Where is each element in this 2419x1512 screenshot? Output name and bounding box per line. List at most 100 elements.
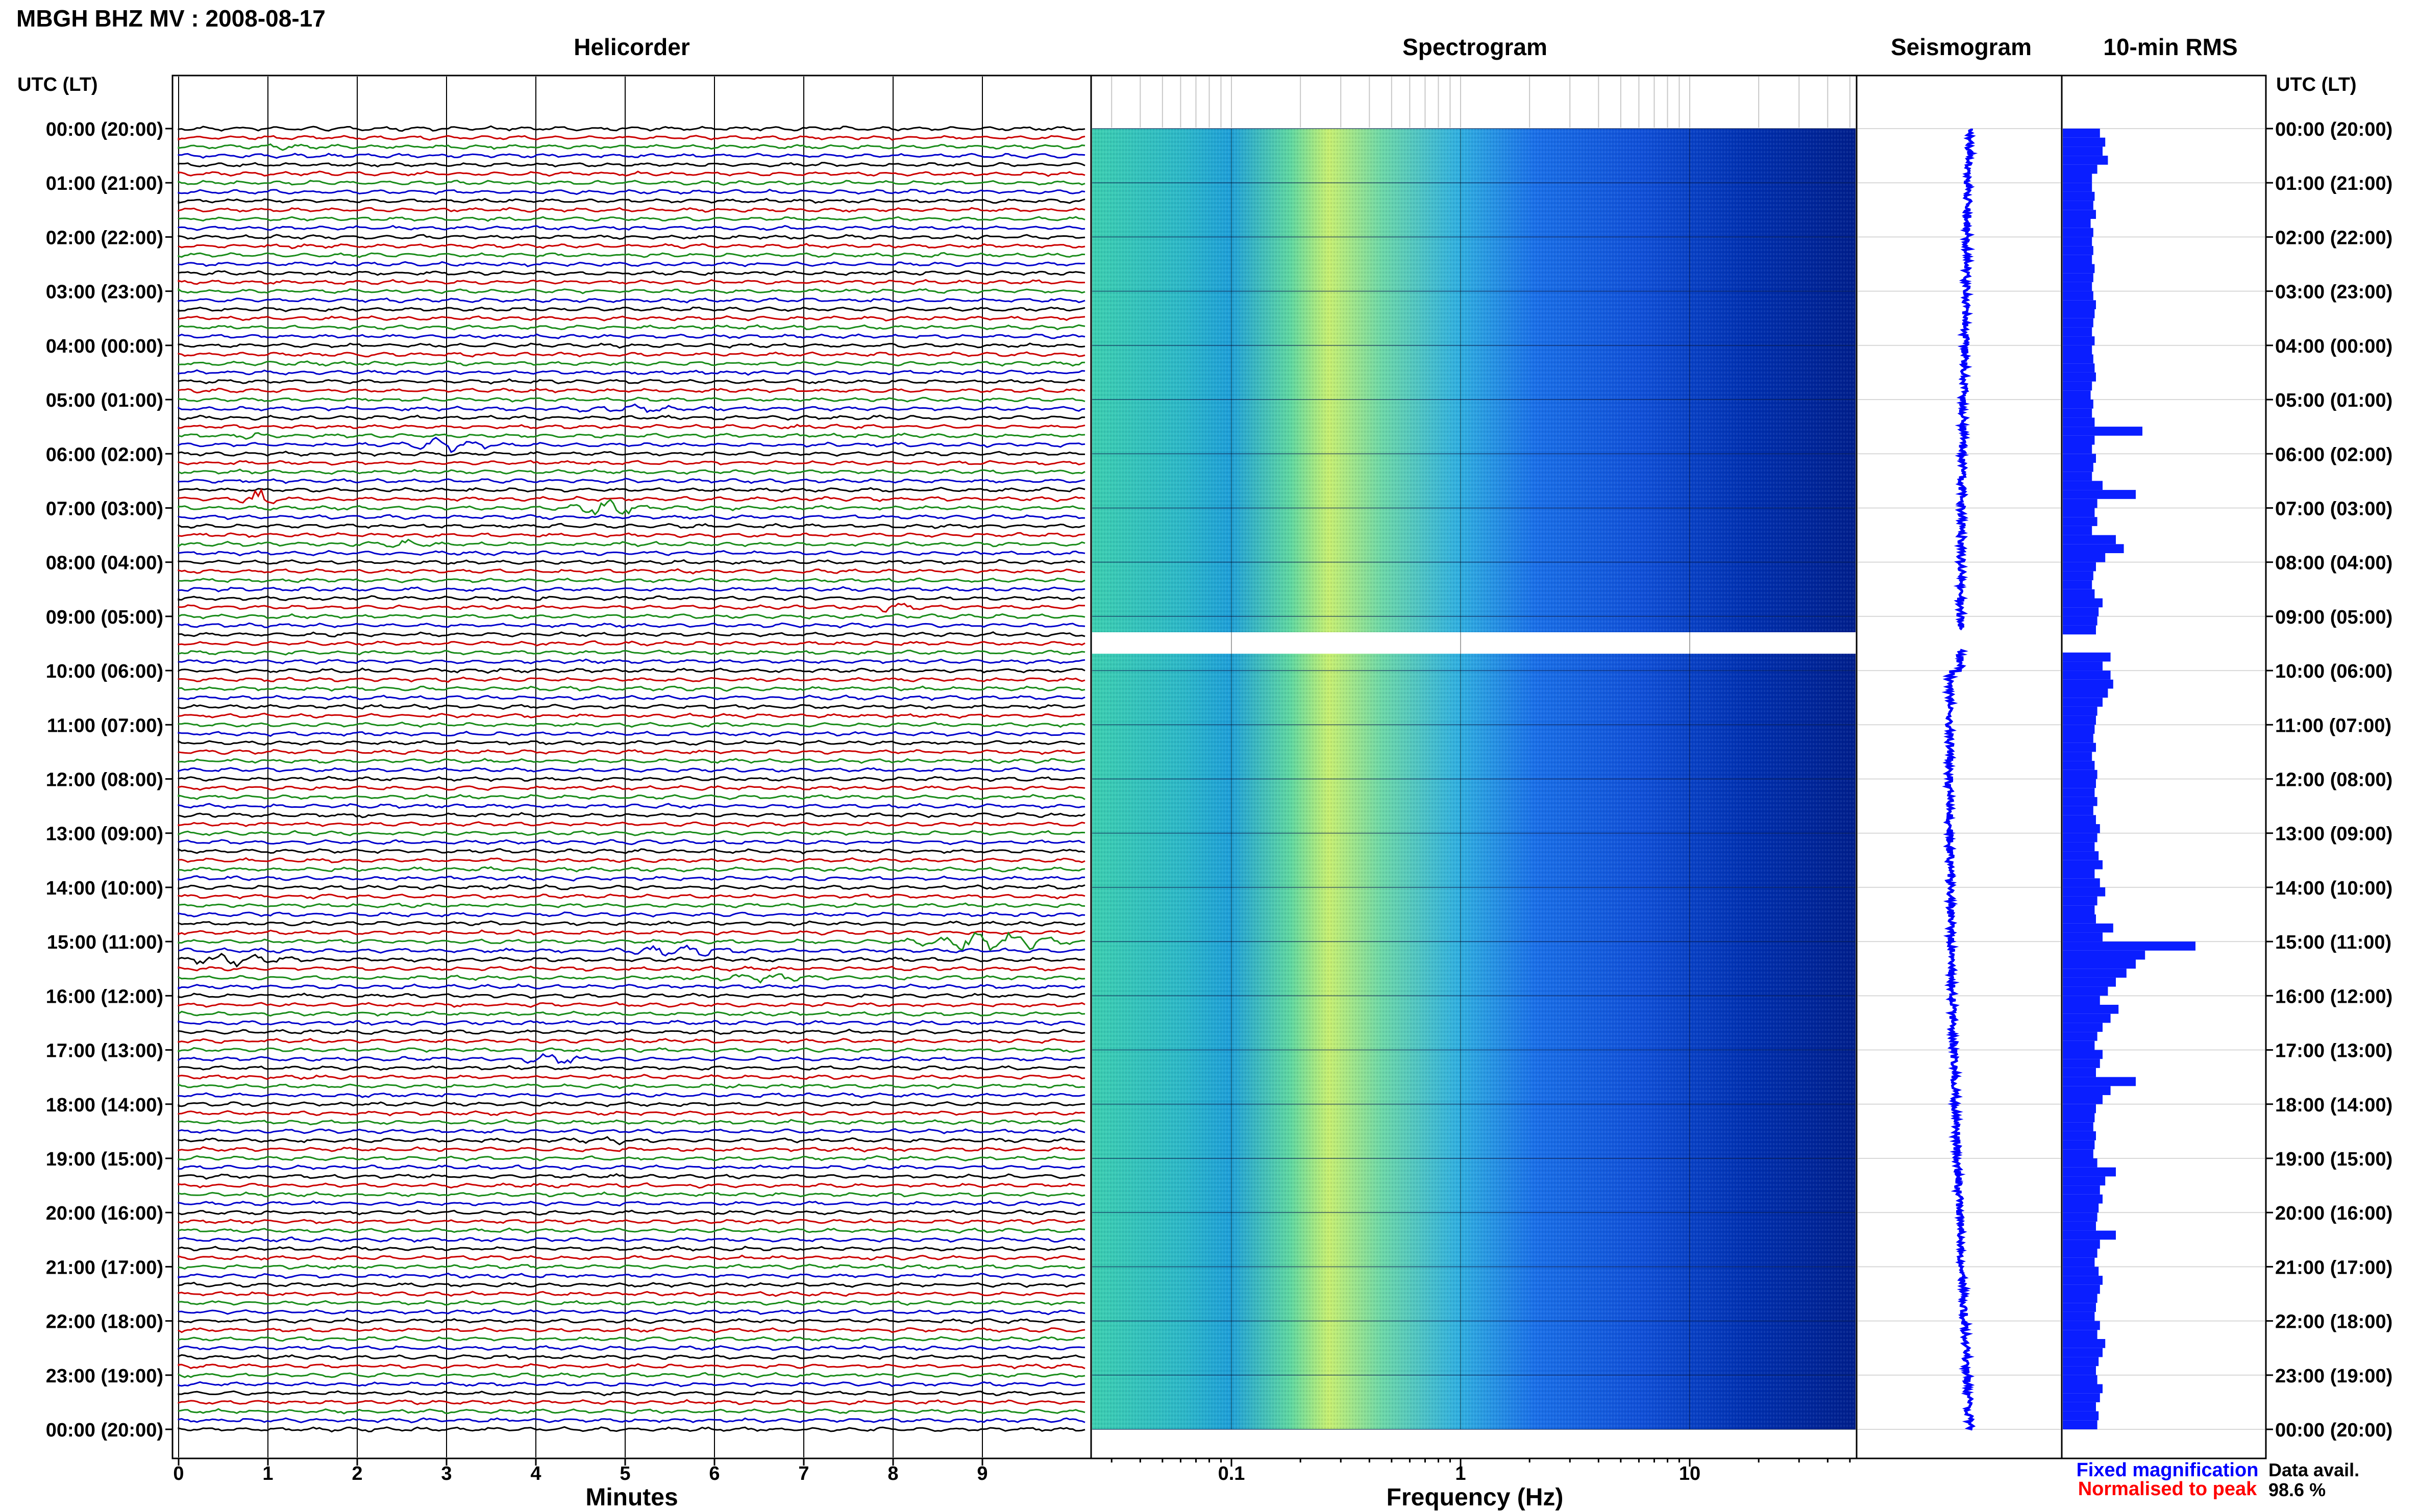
rms-bar — [2063, 1357, 2099, 1367]
time-tick-right: 03:00 (23:00) — [2275, 282, 2392, 303]
helicorder-trace-line — [178, 1110, 1085, 1117]
rms-bar — [2063, 228, 2093, 237]
helicorder-x-axis: 0 1 2 3 4 5 6 7 8 9 — [173, 1458, 988, 1484]
helicorder-trace-line — [178, 1074, 1085, 1080]
helicorder-trace-line — [178, 1281, 1085, 1288]
helicorder-trace-line — [178, 973, 1085, 984]
rms-bar — [2063, 291, 2093, 301]
helicorder-trace-line — [178, 499, 1085, 516]
rms-bar — [2063, 715, 2096, 725]
spectrogram-x-axis: 0.1 1 10 — [1110, 1458, 1851, 1484]
helicorder-frame — [171, 75, 1092, 1459]
rms-bar — [2063, 742, 2096, 752]
helicorder-trace-line — [178, 538, 1085, 548]
helicorder-trace-line — [178, 785, 1085, 791]
data-availability-value: 98.6 % — [2268, 1479, 2326, 1500]
helicorder-trace-line — [178, 153, 1085, 159]
helicorder-trace-line — [178, 207, 1085, 213]
helicorder-trace-line — [178, 1128, 1085, 1134]
rms-bar — [2063, 1267, 2099, 1276]
rms-bar — [2063, 589, 2095, 599]
rms-bars — [2063, 129, 2195, 1429]
minute-tick-label: 4 — [530, 1463, 541, 1484]
helicorder-trace-line — [178, 135, 1085, 141]
spectrogram-panel — [1090, 75, 1858, 1459]
helicorder-trace-line — [178, 983, 1085, 990]
time-tick-left: 14:00 (10:00) — [46, 878, 163, 899]
rms-bar — [2063, 1194, 2103, 1204]
rms-bar — [2063, 173, 2092, 183]
rms-bar — [2063, 671, 2111, 680]
utc-label-left: UTC (LT) — [17, 74, 98, 95]
rms-bar — [2063, 1040, 2095, 1050]
time-tick-right: 19:00 (15:00) — [2275, 1149, 2392, 1170]
helicorder-trace-line — [178, 749, 1085, 755]
time-tick-left: 12:00 (08:00) — [46, 770, 163, 791]
rms-bar — [2063, 345, 2092, 355]
rms-bar — [2063, 706, 2097, 716]
rms-title: 10-min RMS — [2103, 34, 2237, 60]
rms-bar — [2063, 1131, 2096, 1141]
frequency-tick-label: 1 — [1455, 1463, 1466, 1484]
helicorder-trace-line — [178, 333, 1085, 339]
time-tick-right: 13:00 (09:00) — [2275, 824, 2392, 845]
time-tick-left: 02:00 (22:00) — [46, 227, 163, 249]
helicorder-grid — [178, 77, 983, 1457]
helicorder-trace-line — [178, 1336, 1085, 1342]
station-title: MBGH BHZ MV : 2008-08-17 — [16, 5, 326, 32]
rms-bar — [2063, 1294, 2097, 1303]
rms-bar — [2063, 1348, 2103, 1357]
helicorder-trace-line — [178, 758, 1085, 764]
minute-tick-label: 7 — [798, 1463, 809, 1484]
rms-bar — [2063, 950, 2145, 960]
helicorder-trace-line — [178, 857, 1085, 863]
rms-bar — [2063, 1393, 2100, 1402]
rms-bar — [2063, 327, 2092, 337]
helicorder-trace-line — [178, 261, 1085, 267]
helicorder-trace-line — [178, 369, 1085, 376]
rms-bar — [2063, 779, 2096, 788]
time-tick-right: 10:00 (06:00) — [2275, 661, 2392, 682]
helicorder-trace-line — [178, 1363, 1085, 1370]
rms-bar — [2063, 246, 2093, 255]
helicorder-trace-line — [178, 676, 1085, 683]
frequency-tick-label: 10 — [1679, 1463, 1700, 1484]
minute-tick-label: 2 — [352, 1463, 362, 1484]
rms-bar — [2063, 1420, 2097, 1429]
helicorder-trace-line — [178, 270, 1085, 276]
helicorder-trace-line — [178, 658, 1085, 665]
helicorder-trace-line — [178, 767, 1085, 773]
time-tick-right: 09:00 (05:00) — [2275, 607, 2392, 628]
data-availability-label: Data avail. — [2268, 1459, 2359, 1480]
rms-bar — [2063, 472, 2092, 481]
rms-bar — [2063, 1221, 2096, 1231]
rms-bar — [2063, 273, 2093, 282]
time-tick-left: 16:00 (12:00) — [46, 986, 163, 1007]
rms-bar — [2063, 1330, 2097, 1339]
seismogram-panel — [1856, 75, 2063, 1459]
rms-bar — [2063, 156, 2108, 165]
time-tick-right: 06:00 (02:00) — [2275, 444, 2392, 465]
rms-bar — [2063, 1023, 2103, 1032]
rms-bar — [2063, 616, 2097, 626]
rms-bar — [2063, 770, 2097, 779]
helicorder-trace-line — [178, 451, 1085, 457]
rms-bar — [2063, 444, 2092, 454]
rms-bar — [2063, 752, 2092, 761]
rms-bar — [2063, 661, 2103, 671]
time-tick-right: 14:00 (10:00) — [2275, 878, 2392, 899]
helicorder-trace-line — [178, 920, 1085, 927]
helicorder-trace-line — [178, 712, 1085, 719]
rms-bar — [2063, 1384, 2103, 1394]
rms-bar — [2063, 1050, 2103, 1059]
time-tick-right: 02:00 (22:00) — [2275, 227, 2392, 249]
minute-tick-label: 9 — [977, 1463, 988, 1484]
spectrogram-title: Spectrogram — [1402, 34, 1547, 60]
helicorder-trace-line — [178, 1291, 1085, 1297]
utc-label-right: UTC (LT) — [2276, 74, 2357, 95]
time-tick-left: 21:00 (17:00) — [46, 1257, 163, 1278]
helicorder-trace-line — [178, 1010, 1085, 1017]
helicorder-trace-line — [178, 1426, 1085, 1433]
time-tick-left: 22:00 (18:00) — [46, 1311, 163, 1333]
helicorder-trace-line — [178, 839, 1085, 846]
